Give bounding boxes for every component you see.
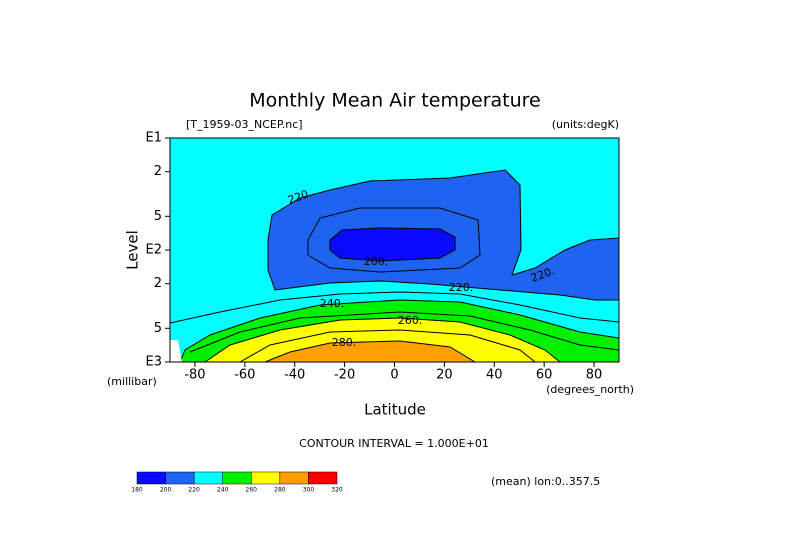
x-tick-label: -80	[184, 368, 205, 383]
contour-label: 220.	[449, 281, 474, 294]
x-tick-label: 60	[536, 368, 553, 383]
colorbar-box	[165, 471, 195, 485]
x-units: (degrees_north)	[546, 383, 634, 396]
x-tick-label: -40	[284, 368, 305, 383]
colorbar-label: 220	[188, 487, 200, 494]
colorbar-box	[308, 471, 338, 485]
contour-band	[329, 227, 456, 262]
y-tick-label: E3	[146, 355, 163, 370]
contour-label: 260.	[398, 314, 423, 327]
colorbar-label: 320	[331, 487, 343, 494]
colorbar-box	[279, 471, 309, 485]
blank-area	[170, 340, 182, 362]
y-axis-label: Level	[124, 230, 142, 270]
units-label: (units:degK)	[552, 118, 619, 131]
x-tick-label: 80	[586, 368, 603, 383]
contour-line	[189, 311, 620, 353]
colorbar-box	[251, 471, 281, 485]
y-tick-label: 5	[154, 321, 162, 336]
colorbar-label: 240	[217, 487, 229, 494]
x-tick-label: -20	[334, 368, 355, 383]
contour-label: 280.	[332, 336, 357, 349]
x-tick-label: 0	[390, 368, 398, 383]
contour-line	[239, 329, 536, 363]
contour-line	[307, 207, 481, 273]
colorbar-box	[193, 471, 223, 485]
x-tick-label: 20	[436, 368, 453, 383]
contour-label: 240.	[320, 297, 345, 310]
y-tick-label: 2	[154, 276, 162, 291]
footnote: (mean) lon:0..357.5	[491, 475, 600, 488]
colorbar-label: 280	[274, 487, 286, 494]
colorbar-label: 300	[303, 487, 315, 494]
colorbar-box	[222, 471, 252, 485]
colorbar-box	[136, 471, 166, 485]
colorbar-label: 180	[131, 487, 143, 494]
contour-line	[169, 291, 620, 324]
x-tick-label: -60	[234, 368, 255, 383]
file-label: [T_1959-03_NCEP.nc]	[186, 118, 303, 131]
contour-label: 200.	[364, 255, 389, 268]
contour-interval: CONTOUR INTERVAL = 1.000E+01	[299, 437, 489, 450]
x-axis-label: Latitude	[364, 401, 426, 419]
y-tick-label: E2	[146, 243, 163, 258]
colorbar-label: 200	[160, 487, 172, 494]
y-tick-label: E1	[146, 131, 163, 146]
y-tick-label: 2	[154, 164, 162, 179]
colorbar-label: 260	[246, 487, 258, 494]
y-tick-label: 5	[154, 209, 162, 224]
chart-title: Monthly Mean Air temperature	[249, 90, 540, 112]
x-tick-label: 40	[486, 368, 503, 383]
y-units: (millibar)	[107, 375, 157, 388]
